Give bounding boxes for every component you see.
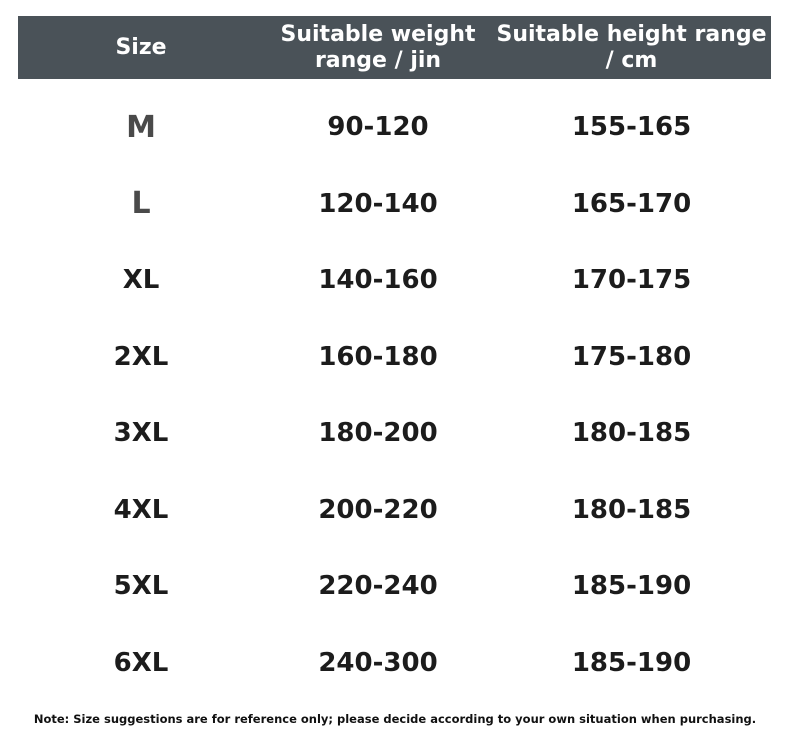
height-cell: 185-190 [571,571,692,602]
table-row: XL 140-160 170-175 [18,242,771,319]
height-cell: 185-190 [571,647,692,678]
weight-cell: 120-140 [318,188,438,219]
header-weight-range: Suitable weight range / jin [280,21,476,73]
height-cell: 180-185 [571,494,692,525]
header-height-range: Suitable height range / cm [496,21,767,73]
table-header-row: Size Suitable weight range / jin Suitabl… [18,16,771,79]
size-cell: 6XL [113,647,169,678]
table-row: 5XL 220-240 185-190 [18,548,771,625]
height-cell: 170-175 [571,265,692,296]
weight-cell: 180-200 [318,418,438,449]
weight-cell: 240-300 [318,647,438,678]
header-size: Size [115,34,167,60]
size-cell: 3XL [113,418,169,449]
table-row: 4XL 200-220 180-185 [18,472,771,549]
size-note: Note: Size suggestions are for reference… [33,712,757,726]
weight-cell: 90-120 [327,112,429,143]
height-cell: 165-170 [571,188,692,219]
weight-cell: 220-240 [318,571,438,602]
table-row: 6XL 240-300 185-190 [18,625,771,702]
weight-cell: 140-160 [318,265,438,296]
height-cell: 180-185 [571,418,692,449]
weight-cell: 200-220 [318,494,438,525]
table-row: 2XL 160-180 175-180 [18,319,771,396]
size-cell: 4XL [113,494,169,525]
weight-cell: 160-180 [318,341,438,372]
table-row: L 120-140 165-170 [18,166,771,243]
size-cell: M [126,109,156,145]
table-body: M 90-120 155-165 L 120-140 165-170 XL 14… [18,89,771,701]
size-cell: L [131,186,151,222]
height-cell: 175-180 [571,341,692,372]
size-chart-table: Size Suitable weight range / jin Suitabl… [18,16,771,701]
size-cell: XL [122,265,160,296]
size-cell: 2XL [113,341,169,372]
size-cell: 5XL [113,571,169,602]
table-row: 3XL 180-200 180-185 [18,395,771,472]
height-cell: 155-165 [571,112,692,143]
table-row: M 90-120 155-165 [18,89,771,166]
